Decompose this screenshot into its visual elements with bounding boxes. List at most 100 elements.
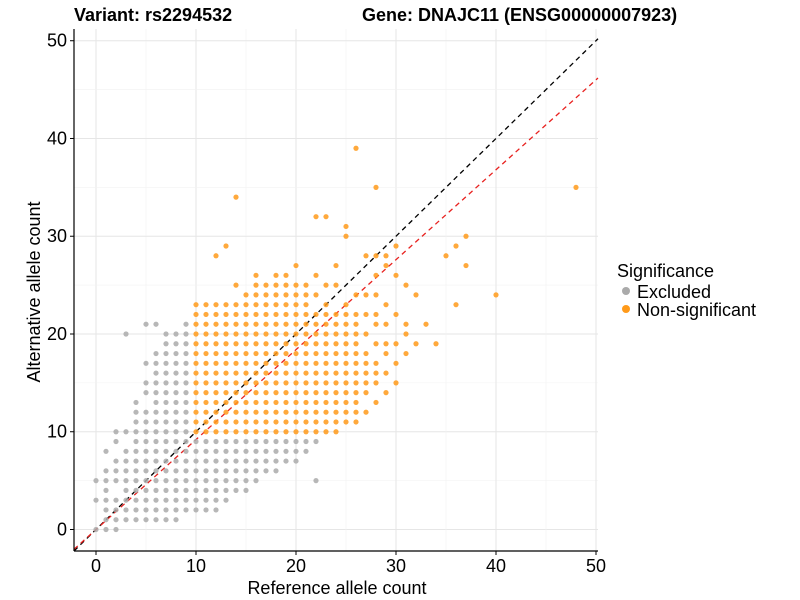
point-non-significant <box>213 341 219 347</box>
point-excluded <box>173 478 179 484</box>
point-non-significant <box>353 331 359 337</box>
point-non-significant <box>343 302 349 308</box>
point-non-significant <box>243 380 249 386</box>
point-non-significant <box>293 380 299 386</box>
point-non-significant <box>203 341 209 347</box>
point-excluded <box>113 507 119 513</box>
point-non-significant <box>303 321 309 327</box>
point-non-significant <box>203 350 209 357</box>
point-non-significant <box>243 390 249 396</box>
point-excluded <box>183 448 189 454</box>
point-excluded <box>183 321 189 327</box>
point-excluded <box>163 458 169 464</box>
point-excluded <box>263 458 269 464</box>
point-non-significant <box>283 390 289 396</box>
point-excluded <box>123 478 129 484</box>
point-excluded <box>173 458 179 464</box>
point-excluded <box>123 448 129 454</box>
point-excluded <box>203 438 209 445</box>
point-excluded <box>213 458 219 464</box>
point-non-significant <box>293 390 299 396</box>
point-non-significant <box>233 341 239 347</box>
point-non-significant <box>223 350 229 357</box>
point-non-significant <box>373 341 379 347</box>
point-excluded <box>183 390 189 396</box>
point-non-significant <box>343 233 349 239</box>
point-non-significant <box>353 341 359 347</box>
point-non-significant <box>353 311 359 318</box>
point-non-significant <box>293 429 299 435</box>
grid-lines <box>74 29 598 551</box>
point-non-significant <box>283 341 289 347</box>
point-non-significant <box>303 282 309 288</box>
point-non-significant <box>253 380 259 386</box>
point-non-significant <box>333 399 339 406</box>
point-non-significant <box>233 302 239 308</box>
point-non-significant <box>403 282 409 288</box>
point-non-significant <box>273 360 279 366</box>
point-excluded <box>143 458 149 464</box>
point-excluded <box>163 429 169 435</box>
point-non-significant <box>243 292 249 298</box>
point-non-significant <box>193 419 199 425</box>
point-excluded <box>113 526 119 533</box>
point-excluded <box>283 458 289 464</box>
point-excluded <box>133 409 139 415</box>
point-excluded <box>153 458 159 464</box>
point-non-significant <box>243 399 249 406</box>
point-excluded <box>153 517 159 523</box>
point-non-significant <box>353 145 359 151</box>
point-non-significant <box>313 419 319 425</box>
point-excluded <box>123 331 129 337</box>
point-non-significant <box>403 331 409 337</box>
point-non-significant <box>193 302 199 308</box>
point-non-significant <box>373 399 379 406</box>
point-excluded <box>153 419 159 425</box>
legend: Significance Excluded Non-significant <box>617 261 756 320</box>
point-non-significant <box>213 360 219 366</box>
point-excluded <box>243 478 249 484</box>
point-non-significant <box>353 409 359 415</box>
point-non-significant <box>243 341 249 347</box>
point-non-significant <box>233 370 239 376</box>
point-non-significant <box>293 292 299 298</box>
point-excluded <box>163 350 169 357</box>
point-non-significant <box>243 370 249 376</box>
point-excluded <box>183 507 189 513</box>
point-excluded <box>163 409 169 415</box>
point-non-significant <box>303 292 309 298</box>
point-excluded <box>133 507 139 513</box>
point-non-significant <box>313 272 319 278</box>
point-non-significant <box>353 380 359 386</box>
point-non-significant <box>313 214 319 220</box>
point-non-significant <box>283 399 289 406</box>
point-excluded <box>213 487 219 493</box>
point-non-significant <box>423 321 429 327</box>
point-non-significant <box>403 350 409 357</box>
point-excluded <box>113 517 119 523</box>
point-non-significant <box>253 292 259 298</box>
point-non-significant <box>203 429 209 435</box>
point-non-significant <box>353 292 359 298</box>
tick-labels: 0 10 20 30 40 50 0 10 20 30 40 50 <box>47 31 606 576</box>
point-non-significant <box>213 399 219 406</box>
point-non-significant <box>233 399 239 406</box>
point-non-significant <box>353 399 359 406</box>
point-excluded <box>153 478 159 484</box>
point-non-significant <box>203 390 209 396</box>
point-excluded <box>193 487 199 493</box>
point-excluded <box>283 438 289 445</box>
y-tick-label: 20 <box>47 324 67 344</box>
point-non-significant <box>223 409 229 415</box>
point-non-significant <box>333 282 339 288</box>
point-non-significant <box>283 272 289 278</box>
point-non-significant <box>253 321 259 327</box>
chart-title: Variant: rs2294532 <box>74 5 232 25</box>
point-non-significant <box>263 390 269 396</box>
point-non-significant <box>253 429 259 435</box>
point-non-significant <box>263 321 269 327</box>
point-non-significant <box>293 360 299 366</box>
point-excluded <box>263 438 269 445</box>
point-non-significant <box>223 429 229 435</box>
x-tick-label: 10 <box>186 556 206 576</box>
